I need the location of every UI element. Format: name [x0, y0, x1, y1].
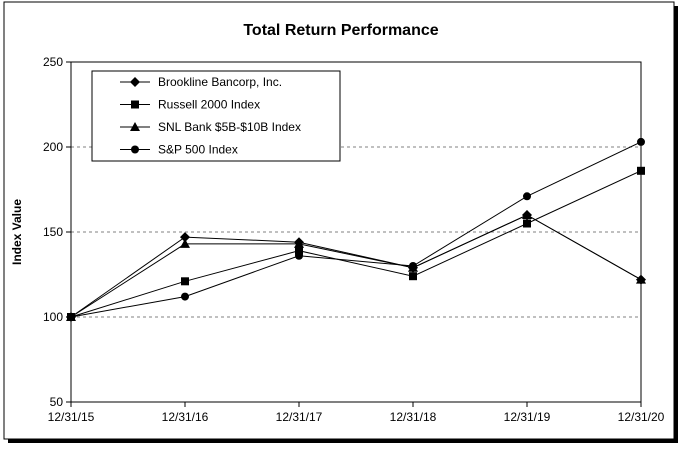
series-2-point-1	[180, 238, 190, 248]
legend-label-2: SNL Bank $5B-$10B Index	[158, 120, 301, 134]
x-tick-label-0: 12/31/15	[48, 410, 95, 424]
series-1-point-1	[181, 277, 189, 286]
series-2-point-2	[294, 238, 304, 248]
x-tick-label-2: 12/31/17	[276, 410, 323, 424]
legend-marker-0	[130, 77, 140, 87]
axes	[66, 61, 642, 407]
y-tick-label-150: 150	[43, 225, 63, 239]
y-axis-title: Index Value	[10, 199, 24, 265]
x-tick-label-3: 12/31/18	[390, 410, 437, 424]
legend-marker-2	[130, 122, 140, 131]
legend-label-3: S&P 500 Index	[158, 143, 238, 157]
y-tick-label-200: 200	[43, 140, 63, 154]
series-1-point-2	[295, 246, 303, 255]
series-3-point-5	[637, 137, 645, 146]
series-3	[67, 137, 645, 321]
series-3-point-3	[409, 262, 417, 270]
x-tick-label-5: 12/31/20	[618, 410, 665, 424]
y-tick-label-100: 100	[43, 310, 63, 324]
y-tick-label-250: 250	[43, 55, 63, 69]
series-2-point-5	[636, 274, 646, 284]
legend-label-0: Brookline Bancorp, Inc.	[158, 75, 282, 89]
series-3-point-1	[181, 292, 189, 301]
grid-lines	[71, 146, 641, 318]
chart-frame	[3, 1, 675, 440]
series-3-point-0	[67, 313, 75, 321]
x-tick-label-1: 12/31/16	[162, 410, 209, 424]
series-2-point-4	[522, 210, 532, 219]
series-0-point-1	[180, 232, 190, 243]
series-lines	[66, 137, 646, 322]
legend-marker-1	[131, 100, 139, 109]
y-tick-label-50: 50	[50, 395, 64, 409]
series-line-1	[70, 170, 642, 318]
legend: Brookline Bancorp, Inc. Russell 2000 Inde…	[91, 70, 341, 162]
series-3-point-2	[295, 251, 303, 260]
series-line-2	[70, 214, 642, 318]
series-3-point-4	[523, 192, 531, 201]
series-1-point-4	[523, 219, 531, 228]
series-line-3	[70, 141, 642, 318]
chart-title: Total Return Performance	[243, 22, 438, 39]
legend-label-1: Russell 2000 Index	[158, 98, 260, 112]
tick-labels: 50 100 150 200 250 12/31/15 12/31/16 12/31/17 12…	[43, 55, 665, 424]
series-1-point-5	[637, 166, 645, 175]
legend-marker-3	[131, 145, 139, 154]
series-1-point-3	[409, 272, 417, 281]
x-tick-label-4: 12/31/19	[504, 410, 551, 424]
